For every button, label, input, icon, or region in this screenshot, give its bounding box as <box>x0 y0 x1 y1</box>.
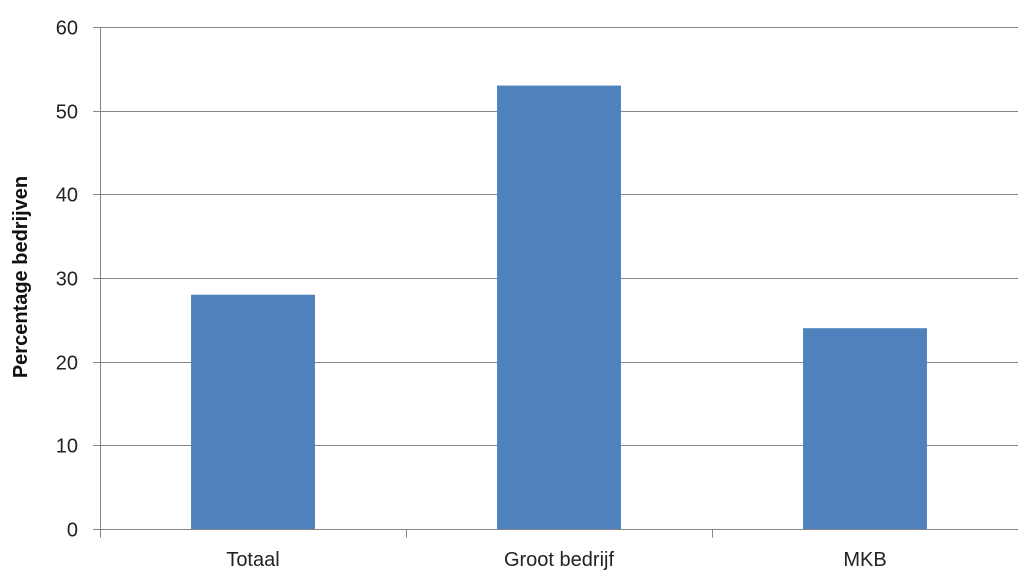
x-tick-label: Groot bedrijf <box>504 549 614 571</box>
y-tick-label: 50 <box>56 102 78 124</box>
bar-totaal <box>191 294 315 529</box>
y-tick-label: 0 <box>67 520 78 542</box>
bars <box>191 85 927 530</box>
x-tick-label: MKB <box>843 549 886 571</box>
x-tick-label: Totaal <box>226 549 279 571</box>
axes <box>93 27 1018 538</box>
y-tick-label: 20 <box>56 353 78 375</box>
bar-mkb <box>803 328 927 529</box>
y-tick-label: 40 <box>56 185 78 207</box>
y-axis-title: Percentage bedrijven <box>10 176 32 378</box>
y-tick-label: 60 <box>56 18 78 40</box>
tick-labels: 0 10 20 30 40 50 60 Totaal Groot bedrijf MKB <box>56 18 887 572</box>
y-tick-label: 30 <box>56 269 78 291</box>
bar-groot-bedrijf <box>497 85 621 530</box>
y-tick-label: 10 <box>56 436 78 458</box>
